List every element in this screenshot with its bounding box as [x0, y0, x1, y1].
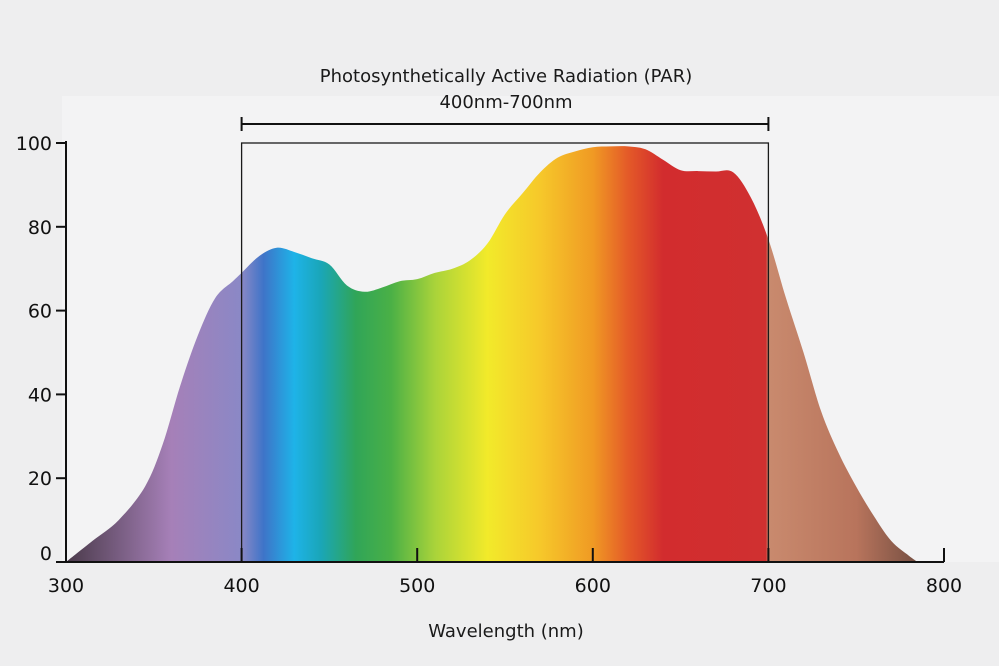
y-tick-label: 100 [16, 133, 52, 155]
x-axis-ticks: 300 400 500 600 700 800 [48, 575, 962, 597]
x-tick-label: 600 [575, 575, 611, 597]
y-tick-label: 40 [28, 384, 52, 406]
x-tick-label: 300 [48, 575, 84, 597]
y-axis-ticks: 0 20 40 60 80 100 [16, 133, 52, 565]
x-tick-label: 500 [399, 575, 435, 597]
chart-title: Photosynthetically Active Radiation (PAR… [320, 66, 692, 87]
axes [56, 141, 945, 563]
y-tick-label: 20 [28, 468, 52, 490]
y-tick-label: 0 [40, 543, 52, 565]
x-tick-label: 400 [223, 575, 259, 597]
y-tick-label: 60 [28, 301, 52, 323]
par-range-bracket [240, 117, 770, 131]
x-tick-label: 700 [750, 575, 786, 597]
x-tick-label: 800 [926, 575, 962, 597]
y-tick-label: 80 [28, 217, 52, 239]
x-axis-title: Wavelength (nm) [428, 621, 584, 642]
spectrum-area [66, 146, 918, 562]
chart-subtitle: 400nm-700nm [439, 92, 572, 113]
